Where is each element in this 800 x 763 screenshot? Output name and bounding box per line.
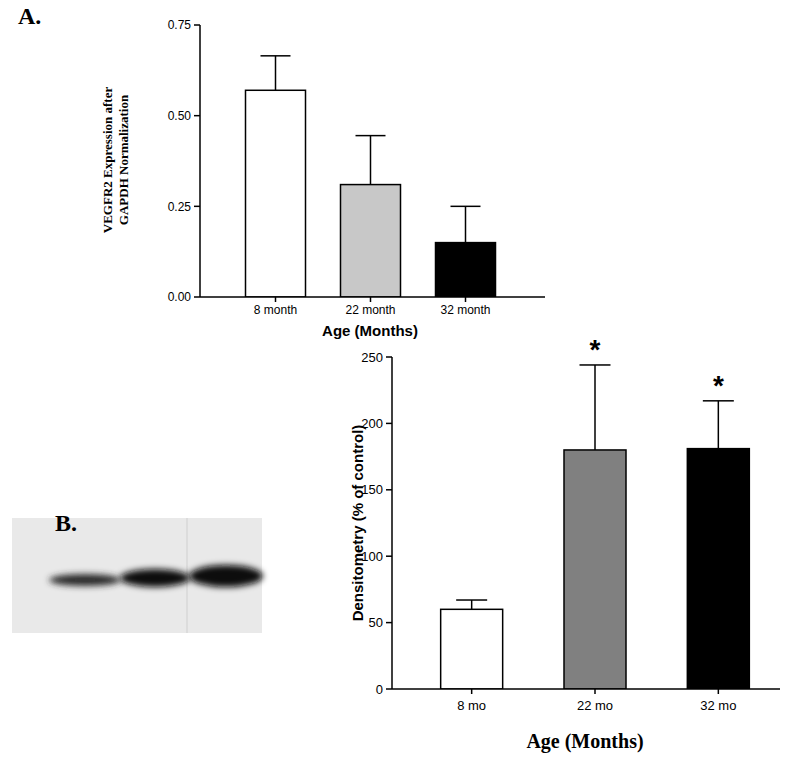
bar (246, 90, 306, 297)
x-axis (200, 296, 545, 298)
x-tick-label: 8 mo (457, 698, 486, 713)
bar (341, 185, 401, 297)
y-tick (386, 423, 392, 425)
y-tick-label: 0.75 (168, 18, 192, 32)
error-bar (594, 365, 596, 450)
y-tick (386, 489, 392, 491)
error-cap (451, 206, 481, 208)
error-bar (718, 401, 720, 449)
y-axis-label: VEGFR2 Expression after (100, 87, 115, 234)
error-bar (471, 600, 473, 609)
y-tick (194, 296, 200, 298)
x-tick (471, 689, 473, 694)
y-axis (391, 357, 393, 689)
panel-1: B.0501001502002508 mo22 mo32 moDensitome… (55, 334, 780, 753)
y-tick-label: 0.25 (168, 200, 192, 214)
y-tick-label: 0.00 (168, 290, 192, 304)
error-bar (370, 136, 372, 185)
y-axis-label: GAPDH Normalization (116, 94, 131, 225)
bars (441, 365, 750, 689)
y-tick-label: 0.50 (168, 109, 192, 123)
blot-background (12, 518, 262, 633)
annotation: * (590, 334, 601, 365)
y-axis (199, 25, 201, 297)
blot-image (12, 518, 263, 633)
annotation: * (713, 370, 724, 401)
x-axis (392, 688, 780, 690)
x-tick (594, 689, 596, 694)
y-tick-label: 250 (361, 350, 383, 365)
y-tick (386, 688, 392, 690)
blot-band (189, 565, 263, 587)
x-tick-label: 22 month (345, 303, 395, 317)
panel-title: A. (18, 3, 41, 29)
x-axis-label: Age (Months) (322, 322, 418, 339)
panel-title: B. (55, 510, 77, 536)
x-tick-label: 22 mo (577, 698, 613, 713)
error-cap (356, 135, 386, 137)
y-axis-label: Densitometry (% of control) (349, 425, 366, 622)
x-tick (275, 297, 277, 302)
bars (246, 56, 496, 297)
x-tick-label: 8 month (254, 303, 297, 317)
y-tick-label: 50 (369, 615, 383, 630)
y-tick (194, 24, 200, 26)
y-tick (194, 206, 200, 208)
bar (564, 450, 626, 689)
panel-0: A. 0.00 0.25 0.50 0.75 8 month 22 month 32 mont… (18, 3, 545, 339)
x-tick (370, 297, 372, 302)
x-tick-label: 32 mo (700, 698, 736, 713)
error-bar (465, 206, 467, 242)
bar (441, 609, 503, 689)
error-cap (456, 599, 487, 601)
error-cap (261, 55, 291, 57)
y-tick (194, 115, 200, 117)
x-tick (718, 689, 720, 694)
y-tick (386, 555, 392, 557)
figure: A. 0.00 0.25 0.50 0.75 8 month 22 month 32 mont… (0, 0, 800, 763)
blot-band (120, 569, 190, 587)
y-tick (386, 356, 392, 358)
x-axis-label: Age (Months) (526, 730, 643, 753)
blot-band (49, 574, 121, 586)
error-bar (275, 56, 277, 90)
x-tick (465, 297, 467, 302)
y-tick-label: 0 (376, 682, 383, 697)
x-tick-label: 32 month (440, 303, 490, 317)
y-tick (386, 622, 392, 624)
bar (436, 243, 496, 297)
bar (687, 449, 749, 689)
